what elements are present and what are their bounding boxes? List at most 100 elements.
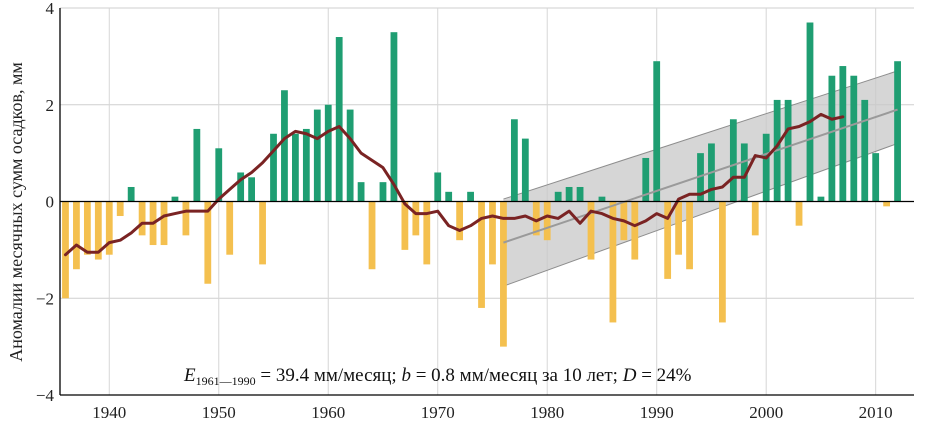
x-tick-label: 1960 [311,403,345,422]
bar-1951 [226,201,234,255]
e-symbol: E [183,365,196,386]
trend-line [503,108,898,244]
x-tick-label: 1990 [640,403,674,422]
bar-1991 [664,201,672,279]
bar-1985 [598,196,606,202]
bar-1977 [510,119,518,202]
x-tick-label: 2010 [859,403,893,422]
bar-1979 [532,201,540,236]
bar-1971 [445,191,453,202]
bar-1948 [193,128,201,202]
bar-1981 [554,191,562,202]
smoothed-line [63,112,845,257]
bar-1936 [62,201,69,299]
y-tick-label: 2 [46,96,55,115]
bar-1958 [302,128,310,202]
bar-2011 [883,201,891,207]
bar-1959 [313,109,321,202]
stats-annotation: E1961—1990 = 39.4 мм/месяц; b = 0.8 мм/м… [183,365,692,388]
bar-1990 [653,61,661,202]
bar-1961 [335,37,343,202]
tick-labels: −4 −2 0 2 4 1940 1950 1960 1970 1980 1990 2000 2010 [36,0,893,422]
bar-1994 [697,153,704,202]
bar-1999 [751,201,759,236]
y-axis-label: Аномалии месячных сумм осадков, мм [6,62,26,362]
y-tick-label: 4 [46,0,55,18]
bar-1938 [83,201,91,255]
bar-1992 [675,201,682,255]
bar-1969 [423,201,431,265]
bar-2002 [784,99,792,202]
bar-1940 [105,201,113,255]
bar-1978 [521,138,529,202]
bar-1950 [215,148,223,202]
y-tick-label: −4 [36,386,55,405]
axes [59,8,914,396]
d-symbol: D [622,365,637,386]
bar-1986 [609,201,617,323]
bar-1976 [500,201,507,347]
bar-1954 [259,201,266,265]
bar-1993 [686,201,693,270]
bar-1942 [127,186,135,202]
bar-1968 [412,201,420,236]
bar-1970 [434,172,442,202]
y-tick-label: −2 [36,289,54,308]
bar-2009 [861,99,869,202]
e-value: = 39.4 мм/месяц; [256,365,402,386]
bar-2005 [817,196,825,202]
bar-1998 [740,143,748,202]
bar-1965 [379,182,387,202]
x-tick-label: 1980 [530,403,564,422]
bar-1957 [292,133,299,202]
bar-1939 [94,201,102,260]
bar-1980 [543,201,551,241]
bar-1973 [467,191,474,202]
d-value: = 24% [636,365,691,386]
bar-1966 [390,32,398,202]
b-symbol: b [401,365,411,386]
x-tick-label: 1940 [92,403,126,422]
bar-2008 [850,75,858,202]
bar-1982 [565,186,573,202]
bar-1941 [116,201,124,217]
y-tick-label: 0 [46,193,55,212]
bar-1974 [478,201,485,308]
bar-1937 [73,201,80,270]
bar-1947 [182,201,190,236]
bar-1972 [456,201,464,241]
bar-2004 [806,22,814,202]
bar-2010 [872,153,880,202]
bar-1989 [642,157,650,202]
bar-2000 [762,133,770,202]
bar-1997 [729,119,737,202]
bar-1964 [368,201,376,270]
bar-2012 [894,61,901,202]
x-tick-label: 1950 [202,403,236,422]
lines [63,108,898,257]
bar-1967 [401,201,409,250]
e-subscript: 1961—1990 [196,374,256,388]
bar-1943 [138,201,146,236]
bar-1996 [719,201,726,323]
bar-1952 [237,172,245,202]
x-tick-label: 2000 [749,403,783,422]
bar-1988 [631,201,639,260]
bar-2003 [795,201,803,226]
bar-1975 [489,201,496,265]
bar-1946 [171,196,179,202]
bar-1956 [281,90,288,202]
bar-2006 [828,75,836,202]
bar-2007 [839,66,847,202]
x-tick-label: 1970 [421,403,455,422]
bar-1945 [160,201,168,246]
bar-1984 [587,201,595,260]
bar-1983 [576,186,584,202]
bar-1962 [346,109,354,202]
bar-1955 [270,133,277,202]
b-value: = 0.8 мм/месяц за 10 лет; [411,365,623,386]
bar-1953 [248,177,255,202]
bar-1949 [204,201,212,284]
